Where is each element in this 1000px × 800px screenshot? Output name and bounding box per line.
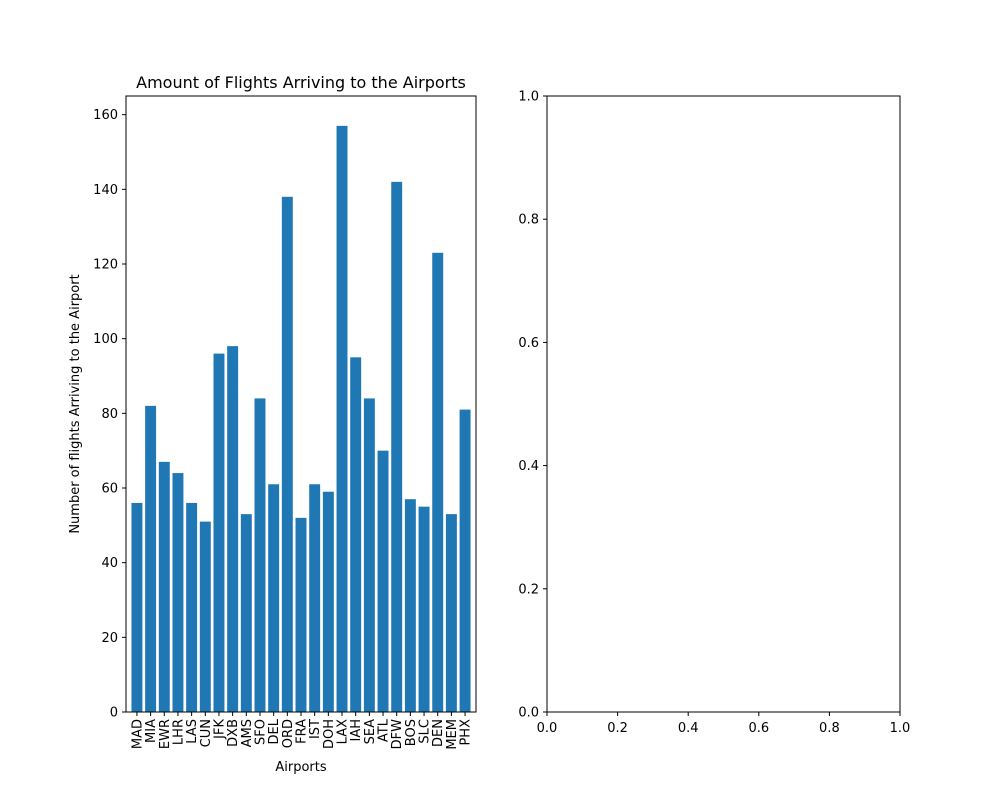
x-tick-label: DOH (322, 719, 337, 749)
empty-chart: 0.0 0.2 0.4 0.6 0.8 1.0 0.0 0.2 0.4 0.6 0.8 1.0 (518, 90, 910, 737)
bar-iah (350, 357, 362, 712)
bar-chart: Amount of Flights Arriving to the Airpor… (68, 73, 477, 775)
x-tick-label: SFO (253, 719, 268, 745)
x-tick-label: DXB (226, 719, 241, 747)
x-tick-label: IST (308, 719, 323, 739)
x-tick-label: SEA (363, 719, 378, 744)
y-tick-label: 120 (93, 258, 118, 273)
bar-mia (145, 405, 157, 712)
bar-slc (418, 506, 430, 712)
y-tick-label: 0.4 (518, 459, 539, 474)
x-tick-label: ATL (377, 718, 392, 742)
x-tick-label: 0.6 (748, 721, 769, 736)
bar-lax (336, 125, 348, 712)
y-tick-label: 0.0 (518, 706, 539, 721)
x-tick-label: DEL (267, 718, 282, 744)
bar-doh (322, 491, 334, 712)
x-tick-label: 1.0 (890, 721, 911, 736)
bar-ist (309, 484, 321, 712)
y-axis-ticks: 0.0 0.2 0.4 0.6 0.8 1.0 (518, 90, 547, 721)
bar-jfk (213, 353, 225, 712)
x-tick-label: PHX (459, 719, 474, 746)
bar-mem (445, 514, 457, 712)
x-tick-label: MAD (130, 719, 145, 749)
bar-fra (295, 517, 307, 712)
x-tick-label: 0.2 (607, 721, 628, 736)
bar-sfo (254, 398, 266, 712)
y-tick-label: 20 (101, 631, 118, 646)
x-axis-ticks: 0.0 0.2 0.4 0.6 0.8 1.0 (537, 712, 911, 736)
x-tick-label: JFK (212, 719, 227, 740)
bar-series (131, 125, 471, 713)
bar-ewr (158, 461, 170, 712)
bar-las (186, 502, 198, 712)
x-tick-label: BOS (404, 719, 419, 746)
x-tick-label: MIA (144, 719, 159, 743)
bar-atl (377, 450, 389, 712)
chart-title: Amount of Flights Arriving to the Airpor… (136, 73, 466, 92)
x-axis-label: Airports (275, 760, 326, 775)
bar-sea (363, 398, 375, 712)
x-tick-label: LAX (336, 719, 351, 744)
y-tick-label: 0.2 (518, 582, 539, 597)
y-axis-label: Number of flights Arriving to the Airpor… (68, 274, 83, 533)
bar-dxb (227, 346, 239, 712)
y-tick-label: 60 (101, 482, 118, 497)
axes-frame (546, 95, 901, 713)
x-tick-label: LAS (185, 719, 200, 744)
x-tick-label: EWR (158, 719, 173, 749)
y-tick-label: 80 (101, 407, 118, 422)
bar-ams (240, 514, 252, 712)
x-tick-label: MEM (445, 719, 460, 750)
x-tick-label: IAH (349, 719, 364, 742)
x-tick-label: DEN (431, 719, 446, 747)
bar-den (432, 252, 444, 713)
y-axis-ticks: 0 20 40 60 80 100 120 140 160 (93, 108, 126, 721)
x-tick-label: 0.4 (678, 721, 699, 736)
bar-lhr (172, 473, 184, 712)
y-tick-label: 100 (93, 332, 118, 347)
x-tick-label: AMS (240, 719, 255, 747)
x-tick-label: DFW (390, 719, 405, 749)
y-tick-label: 40 (101, 556, 118, 571)
x-tick-label: SLC (418, 719, 433, 744)
x-tick-label: CUN (199, 719, 214, 747)
x-tick-label: FRA (295, 719, 310, 744)
x-axis-ticks: MADMIAEWRLHRLASCUNJFKDXBAMSSFODELORDFRAI… (130, 712, 474, 750)
y-tick-label: 140 (93, 183, 118, 198)
y-tick-label: 0.6 (518, 336, 539, 351)
bar-dfw (391, 181, 403, 712)
bar-del (268, 484, 280, 712)
bar-bos (404, 499, 416, 712)
x-tick-label: 0.8 (819, 721, 840, 736)
y-tick-label: 0 (110, 706, 118, 721)
x-tick-label: LHR (171, 719, 186, 745)
y-tick-label: 160 (93, 108, 118, 123)
bar-mad (131, 502, 143, 712)
bar-phx (459, 409, 471, 712)
x-tick-label: 0.0 (537, 721, 558, 736)
y-tick-label: 1.0 (518, 90, 539, 105)
bar-ord (281, 196, 293, 713)
bar-cun (199, 521, 211, 712)
y-tick-label: 0.8 (518, 213, 539, 228)
x-tick-label: ORD (281, 719, 296, 748)
